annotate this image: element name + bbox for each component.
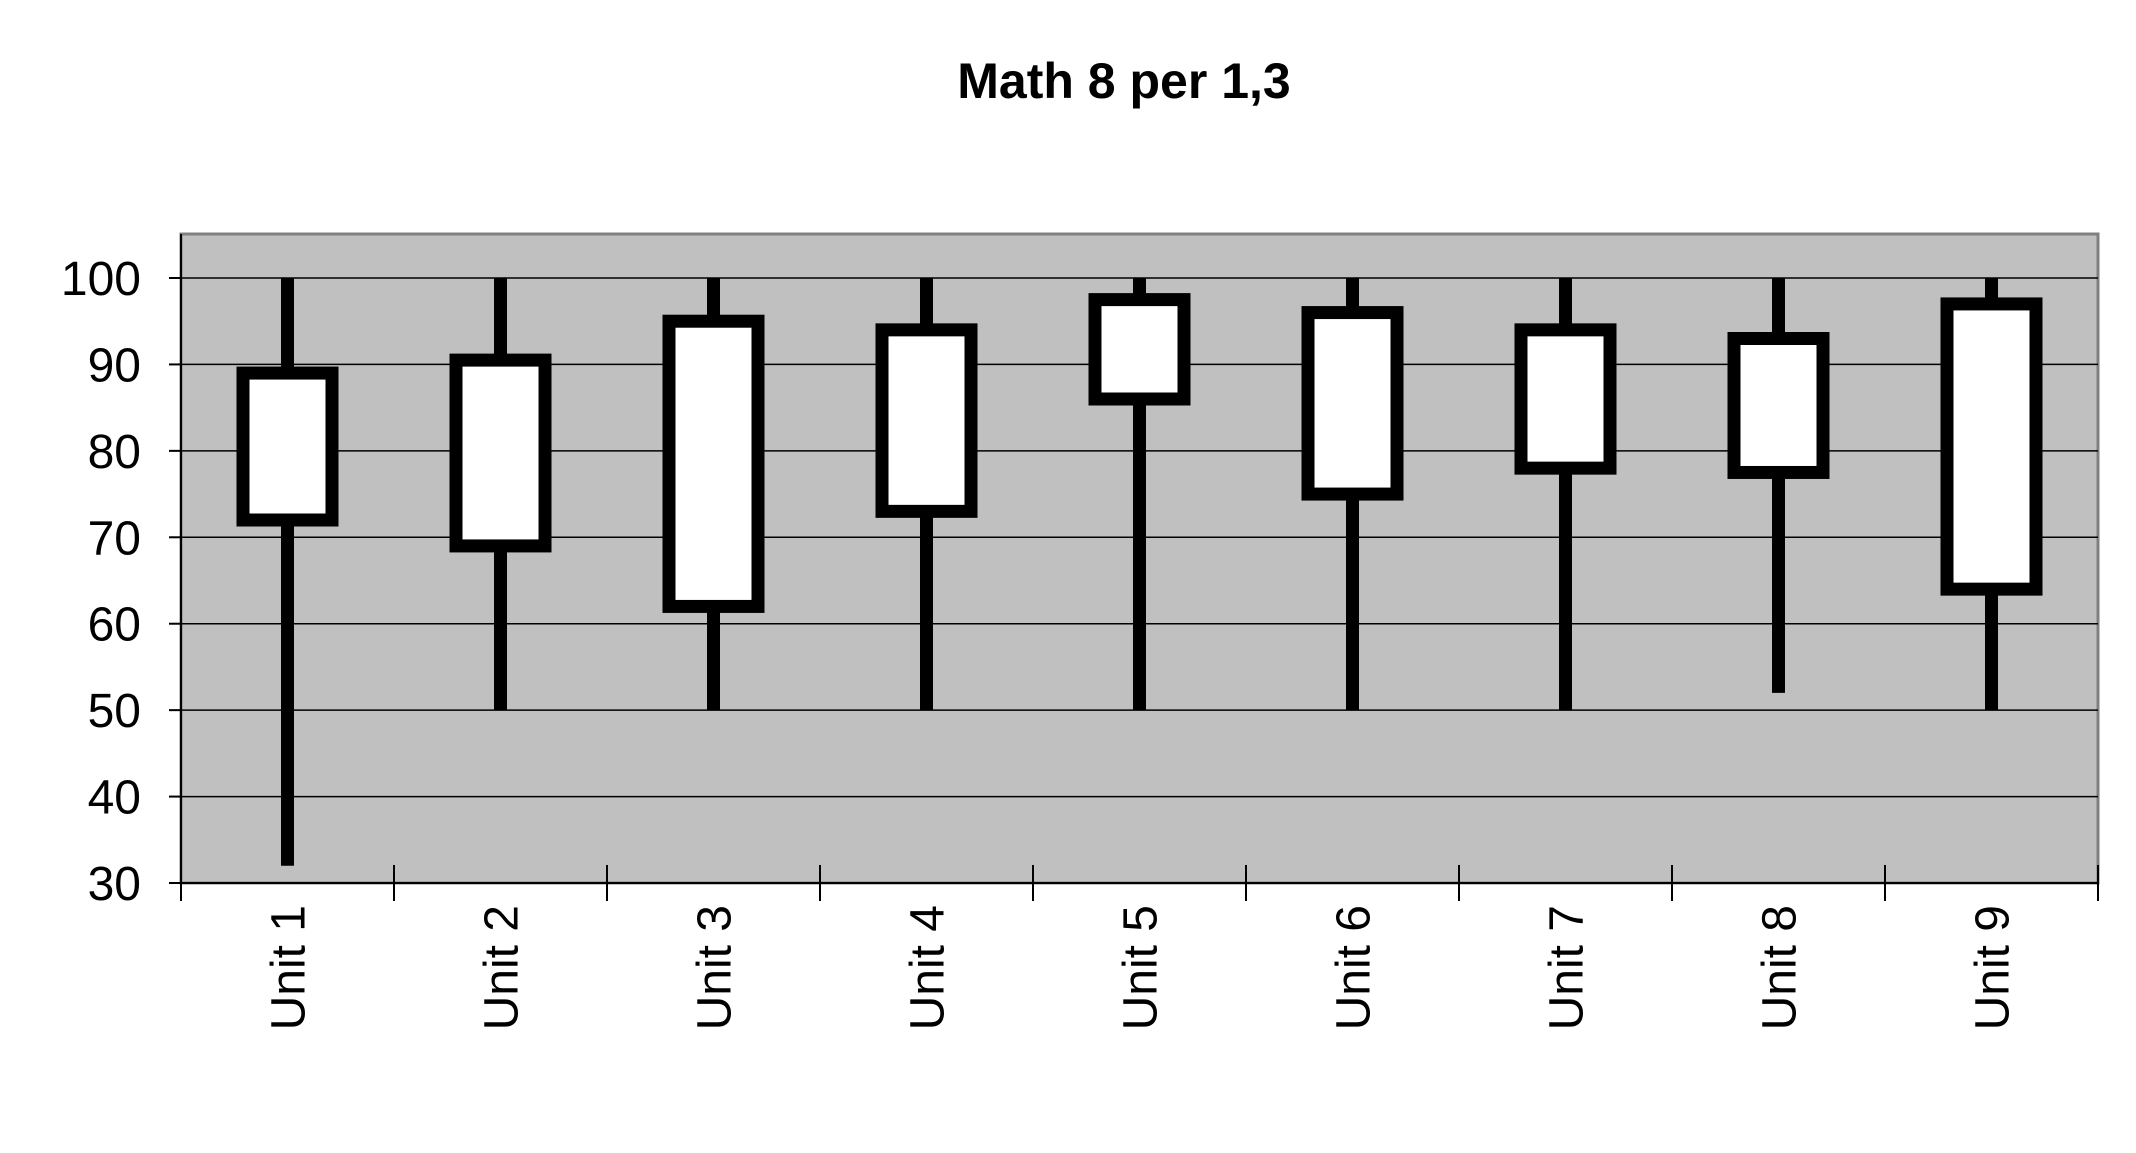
box-group bbox=[1088, 278, 1191, 711]
x-axis-tick-labels: Unit 1 Unit 2 Unit 3 Unit 4 Unit 5 Unit 6 Unit… bbox=[263, 905, 2020, 1030]
y-tick-label: 100 bbox=[61, 253, 141, 306]
box-group bbox=[875, 278, 978, 711]
x-tick-label: Unit 3 bbox=[689, 905, 742, 1030]
y-tick-label: 90 bbox=[88, 339, 141, 392]
box bbox=[1940, 297, 2043, 596]
box bbox=[236, 366, 339, 527]
box-group bbox=[1301, 278, 1404, 711]
box-group bbox=[1727, 278, 1830, 693]
x-tick-label: Unit 9 bbox=[1967, 905, 2020, 1030]
box bbox=[1514, 323, 1617, 475]
chart-title: Math 8 per 1,3 bbox=[957, 53, 1290, 109]
box bbox=[449, 353, 552, 553]
y-tick-label: 60 bbox=[88, 599, 141, 652]
x-tick-label: Unit 5 bbox=[1115, 905, 1168, 1030]
x-tick-label: Unit 4 bbox=[902, 905, 955, 1030]
x-tick-label: Unit 7 bbox=[1541, 905, 1594, 1030]
y-tick-label: 80 bbox=[88, 426, 141, 479]
box bbox=[875, 323, 978, 518]
y-tick-label: 50 bbox=[88, 685, 141, 738]
y-axis-tick-labels: 30 40 50 60 70 80 90 100 bbox=[61, 253, 141, 911]
axes bbox=[169, 234, 2099, 901]
y-tick-label: 70 bbox=[88, 512, 141, 565]
box-group bbox=[449, 278, 552, 711]
box bbox=[1727, 332, 1830, 479]
box bbox=[1301, 306, 1404, 501]
x-tick-label: Unit 8 bbox=[1754, 905, 1807, 1030]
y-tick-label: 40 bbox=[88, 772, 141, 825]
box-group bbox=[236, 278, 339, 866]
box-group bbox=[1514, 278, 1617, 711]
x-tick-label: Unit 6 bbox=[1328, 905, 1381, 1030]
box-group bbox=[662, 278, 765, 711]
x-tick-label: Unit 2 bbox=[476, 905, 529, 1030]
box bbox=[662, 314, 765, 613]
box-series bbox=[236, 278, 2043, 866]
x-tick-label: Unit 1 bbox=[263, 905, 316, 1030]
box-group bbox=[1940, 278, 2043, 711]
y-tick-label: 30 bbox=[88, 858, 141, 911]
box bbox=[1088, 293, 1191, 406]
